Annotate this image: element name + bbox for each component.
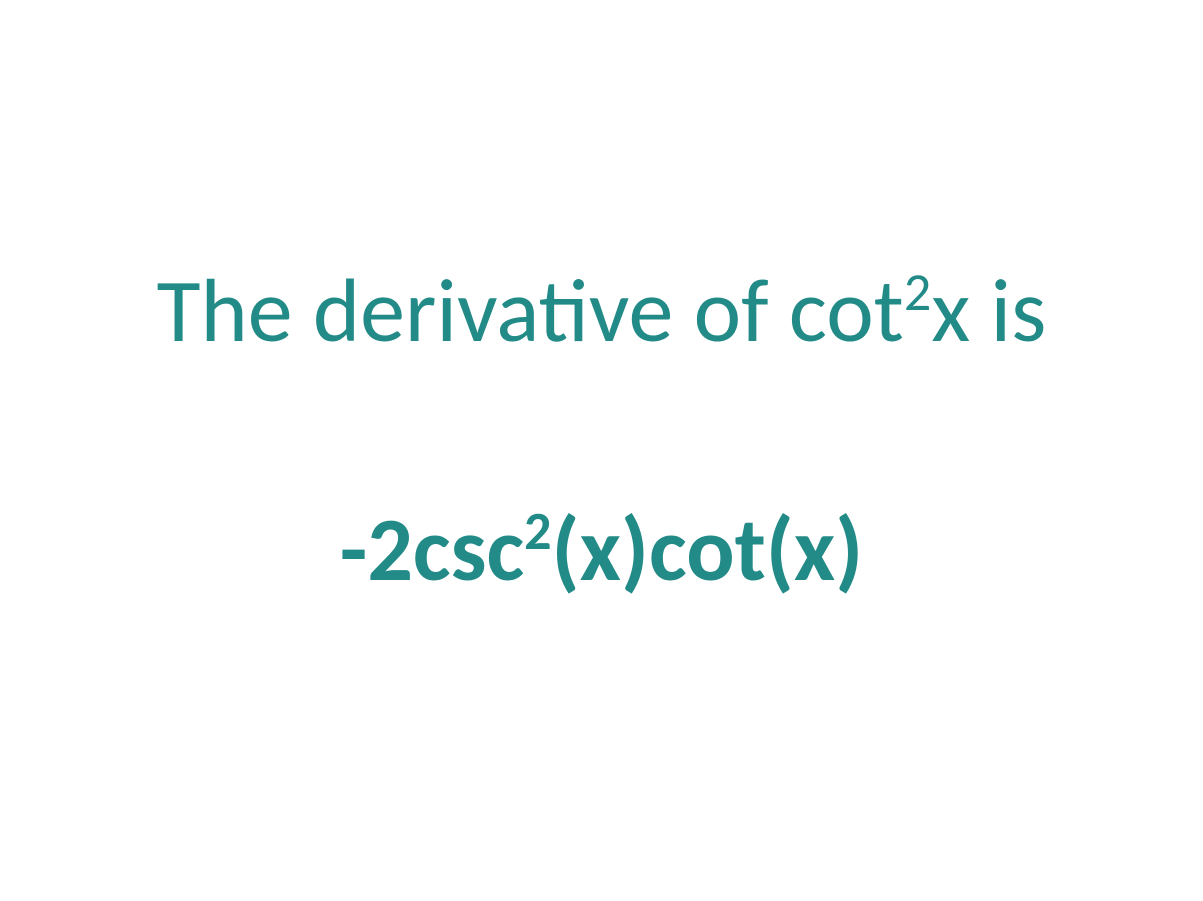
statement-line: The derivative of cot2x is [157,262,1047,361]
result-suffix: (x)cot(x) [552,495,864,605]
result-line: -2csc2(x)cot(x) [340,501,863,600]
statement-suffix: x is [931,256,1046,366]
statement-superscript: 2 [904,259,931,325]
statement-prefix: The derivative of cot [157,256,904,366]
math-slide: The derivative of cot2x is -2csc2(x)cot(… [0,0,1203,901]
result-superscript: 2 [524,498,551,564]
result-prefix: -2csc [340,495,524,605]
